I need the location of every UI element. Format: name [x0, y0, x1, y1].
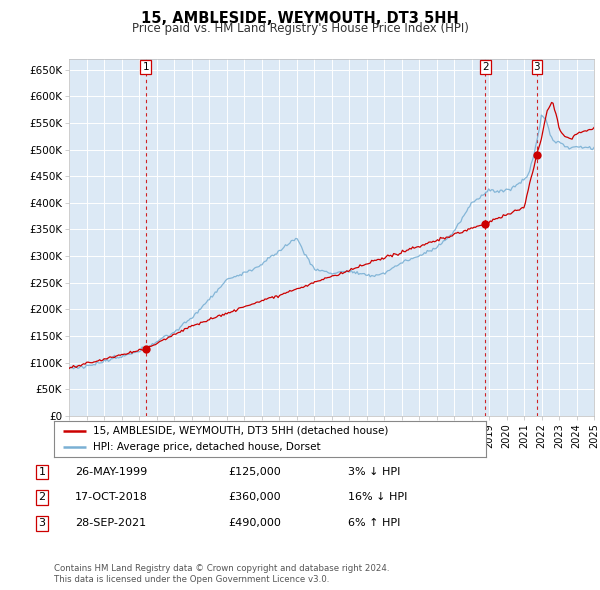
Text: 28-SEP-2021: 28-SEP-2021	[75, 519, 146, 528]
Text: Price paid vs. HM Land Registry's House Price Index (HPI): Price paid vs. HM Land Registry's House …	[131, 22, 469, 35]
Text: £490,000: £490,000	[228, 519, 281, 528]
Text: 26-MAY-1999: 26-MAY-1999	[75, 467, 147, 477]
Text: 1: 1	[142, 62, 149, 71]
Text: 15, AMBLESIDE, WEYMOUTH, DT3 5HH: 15, AMBLESIDE, WEYMOUTH, DT3 5HH	[141, 11, 459, 25]
Text: 3: 3	[38, 519, 46, 528]
Text: 3% ↓ HPI: 3% ↓ HPI	[348, 467, 400, 477]
Text: 16% ↓ HPI: 16% ↓ HPI	[348, 493, 407, 502]
Text: This data is licensed under the Open Government Licence v3.0.: This data is licensed under the Open Gov…	[54, 575, 329, 584]
Text: Contains HM Land Registry data © Crown copyright and database right 2024.: Contains HM Land Registry data © Crown c…	[54, 565, 389, 573]
Text: £125,000: £125,000	[228, 467, 281, 477]
Text: £360,000: £360,000	[228, 493, 281, 502]
Text: HPI: Average price, detached house, Dorset: HPI: Average price, detached house, Dors…	[93, 442, 320, 453]
Text: 1: 1	[38, 467, 46, 477]
Text: 17-OCT-2018: 17-OCT-2018	[75, 493, 148, 502]
Text: 15, AMBLESIDE, WEYMOUTH, DT3 5HH (detached house): 15, AMBLESIDE, WEYMOUTH, DT3 5HH (detach…	[93, 425, 388, 435]
Text: 2: 2	[482, 62, 488, 71]
Text: 3: 3	[533, 62, 540, 71]
Text: 6% ↑ HPI: 6% ↑ HPI	[348, 519, 400, 528]
Text: 2: 2	[38, 493, 46, 502]
